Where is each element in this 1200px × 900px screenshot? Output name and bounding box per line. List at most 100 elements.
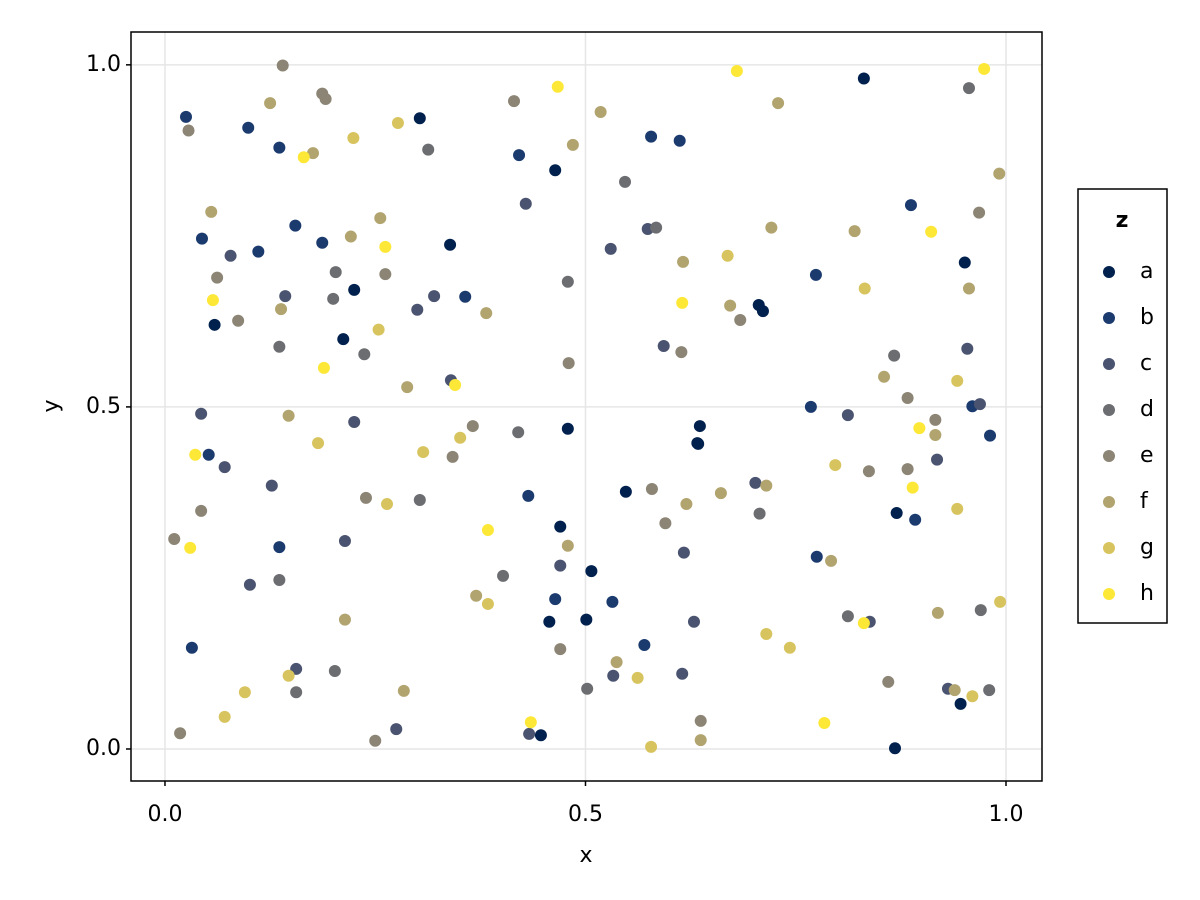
point: [306, 147, 319, 160]
point: [522, 489, 535, 502]
point: [444, 238, 457, 251]
legend-label: b: [1140, 305, 1154, 330]
point: [680, 498, 693, 511]
point: [783, 641, 796, 654]
point: [211, 271, 224, 284]
point: [523, 727, 536, 740]
point: [337, 333, 350, 346]
legend-label: e: [1140, 443, 1154, 468]
point: [659, 517, 672, 530]
point: [693, 420, 706, 433]
point: [264, 97, 277, 110]
point: [359, 491, 372, 504]
point: [554, 520, 567, 533]
point: [338, 535, 351, 548]
point: [931, 606, 944, 619]
point: [347, 132, 360, 145]
point: [929, 428, 942, 441]
point: [413, 493, 426, 506]
point: [561, 275, 574, 288]
point: [566, 138, 579, 151]
point: [348, 415, 361, 428]
point: [381, 498, 394, 511]
point: [413, 112, 426, 125]
point: [379, 240, 392, 253]
point: [694, 714, 707, 727]
point: [753, 507, 766, 520]
point: [519, 197, 532, 210]
point: [562, 357, 575, 370]
point: [721, 249, 734, 262]
point: [446, 450, 459, 463]
point: [676, 667, 689, 680]
point: [904, 199, 917, 212]
point: [809, 268, 822, 281]
legend-label: h: [1140, 581, 1154, 606]
point: [543, 615, 556, 628]
point: [480, 307, 493, 320]
y-tick-label: 0.5: [86, 394, 121, 419]
point: [993, 167, 1006, 180]
point: [202, 448, 215, 461]
legend-label: d: [1140, 397, 1154, 422]
point: [513, 149, 526, 162]
point: [645, 740, 658, 753]
point: [561, 539, 574, 552]
point: [594, 106, 607, 119]
legend-marker: [1103, 266, 1115, 278]
point: [454, 431, 467, 444]
legend-title: z: [1116, 208, 1129, 233]
legend-label: a: [1140, 259, 1153, 284]
point: [422, 143, 435, 156]
point: [265, 479, 278, 492]
point: [974, 604, 987, 617]
point: [606, 595, 619, 608]
point: [962, 82, 975, 95]
point: [338, 613, 351, 626]
point: [888, 349, 901, 362]
point: [459, 290, 472, 303]
point: [312, 437, 325, 450]
point: [317, 361, 330, 374]
x-tick-label: 0.0: [147, 802, 182, 827]
point: [607, 669, 620, 682]
point: [168, 532, 181, 545]
point: [273, 340, 286, 353]
point: [673, 134, 686, 147]
point: [273, 573, 286, 586]
x-tick-label: 1.0: [989, 802, 1024, 827]
point: [497, 569, 510, 582]
point: [604, 242, 617, 255]
point: [195, 232, 208, 245]
point: [857, 617, 870, 630]
point: [449, 379, 462, 392]
point: [714, 487, 727, 500]
point: [390, 723, 403, 736]
point: [829, 459, 842, 472]
point: [185, 641, 198, 654]
point: [481, 524, 494, 537]
x-axis-label: x: [579, 843, 592, 868]
point: [224, 249, 237, 262]
point: [549, 164, 562, 177]
point: [638, 638, 651, 651]
point: [289, 219, 302, 232]
legend-marker: [1103, 404, 1115, 416]
point: [913, 422, 926, 435]
point: [180, 110, 193, 123]
point: [848, 225, 861, 238]
point: [195, 407, 208, 420]
y-tick-label: 0.0: [86, 736, 121, 761]
point: [677, 255, 690, 268]
point: [189, 448, 202, 461]
point: [279, 290, 292, 303]
y-tick-label: 1.0: [86, 52, 121, 77]
point: [206, 294, 219, 307]
point: [676, 296, 689, 309]
point: [882, 675, 895, 688]
point: [184, 541, 197, 554]
y-axis-label: y: [39, 399, 64, 412]
point: [888, 742, 901, 755]
